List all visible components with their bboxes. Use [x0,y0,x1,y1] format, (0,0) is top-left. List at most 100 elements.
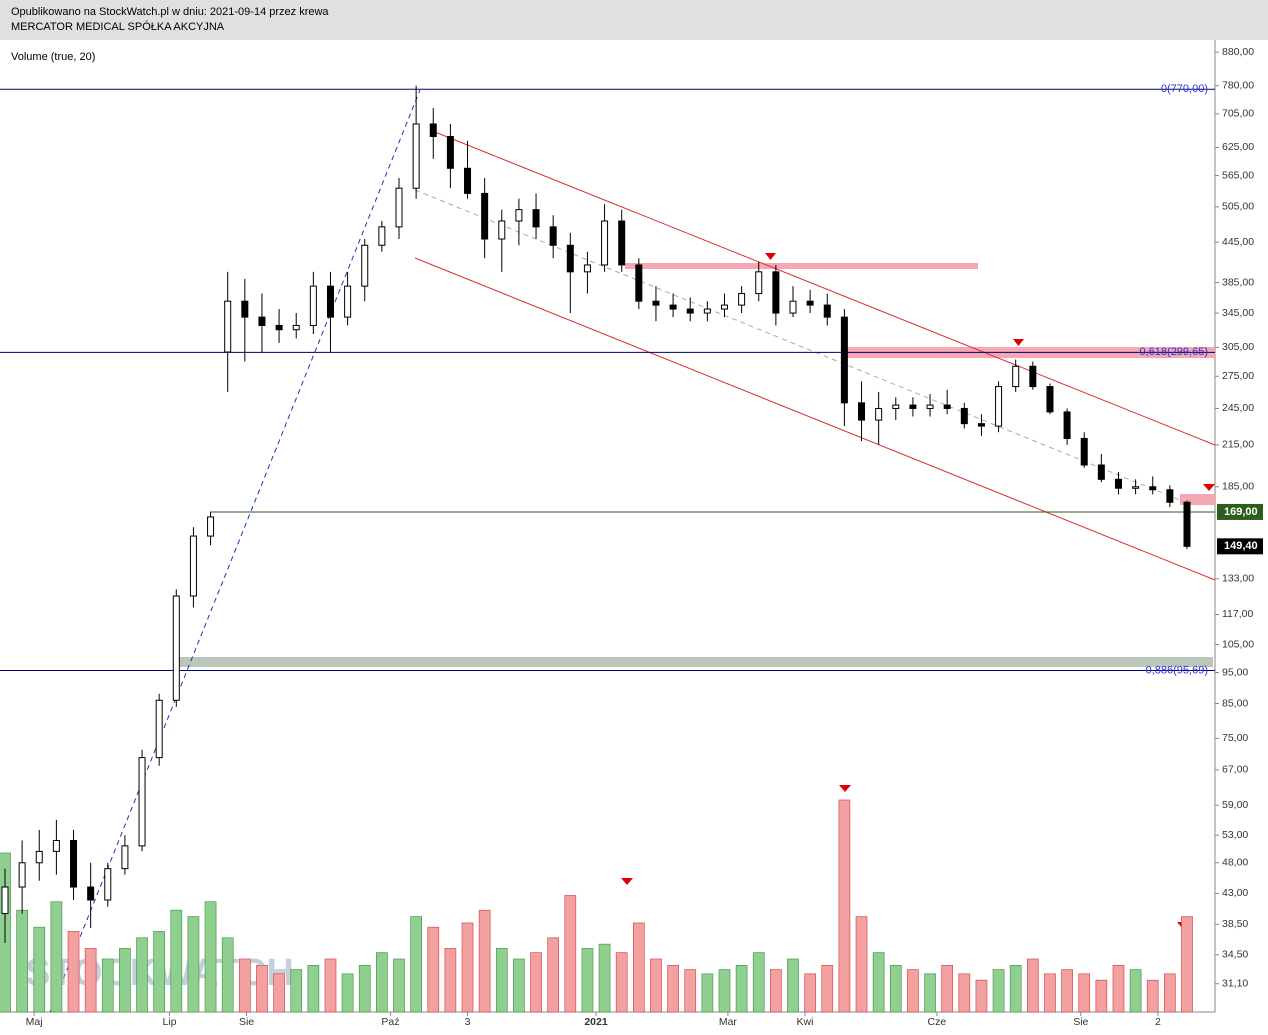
volume-bar [855,916,868,1013]
candle-body [70,839,78,888]
candle-body [361,244,369,287]
volume-bar [770,969,782,1013]
y-tick-label: 38,50 [1222,918,1248,930]
y-tick-label: 880,00 [1222,46,1254,58]
volume-bar [221,937,234,1013]
candle-body [738,293,746,306]
candle-body [1183,501,1191,547]
volume-bar [787,958,799,1013]
y-tick-label: 185,00 [1222,481,1254,493]
y-tick-label: 34,50 [1222,949,1248,961]
volume-bar [581,948,594,1013]
resistance-zone [1180,494,1215,505]
candle-body [703,308,711,314]
candle-body [429,123,437,138]
volume-bar [119,948,131,1013]
y-tick-label: 505,00 [1222,201,1254,213]
candle-body [635,264,643,302]
fib-label: 0,886(95,69) [1146,664,1208,676]
support-zone [175,657,1213,667]
header-band [0,0,1268,40]
candle-body [652,300,660,306]
candle-body [52,839,60,852]
volume-bar [907,969,919,1013]
volume-bar [804,973,816,1013]
candle-body [412,123,420,189]
y-tick-label: 85,00 [1222,697,1248,709]
volume-bar [444,948,457,1013]
y-tick-label: 133,00 [1222,573,1254,585]
price-box [1217,503,1263,520]
candle-body [241,300,249,318]
y-tick-label: 275,00 [1222,370,1254,382]
candle-body [275,324,283,331]
y-tick-label: 305,00 [1222,341,1254,353]
volume-bar [1146,979,1159,1013]
volume-bar [872,952,885,1013]
candle-body [720,304,728,310]
volume-bar [410,916,422,1013]
candle-body [532,209,540,228]
x-tick-label: Cze [928,1016,947,1028]
volume-bar [958,973,971,1013]
y-tick-label: 245,00 [1222,402,1254,414]
candle-body [207,516,215,537]
volume-bar [33,926,46,1013]
volume-bar [547,937,560,1013]
y-tick-label: 75,00 [1222,732,1248,744]
resistance-zone [625,263,978,269]
volume-bar [838,799,851,1013]
volume-bar [1129,969,1142,1013]
indicator-label: Volume (true, 20) [11,51,95,63]
y-tick-label: 67,00 [1222,764,1248,776]
candle-body [1046,386,1054,413]
volume-bar [1044,973,1056,1013]
candle-body [189,535,197,597]
candle-body [464,167,472,194]
candle-body [155,699,163,759]
candle-body [172,595,180,701]
candle-body [960,407,968,425]
candle-body [618,220,626,266]
volume-bar [615,952,628,1013]
price-box [1217,538,1263,555]
volume-bar [1061,969,1073,1013]
volume-bar [256,965,268,1013]
candle-body [1,886,9,915]
y-tick-label: 59,00 [1222,799,1248,811]
candle-body [481,192,489,240]
candle-body [1114,478,1122,489]
candle-body [892,404,900,409]
volume-bar [324,958,337,1013]
volume-bar [461,922,474,1013]
volume-bar [50,901,63,1013]
y-tick-label: 625,00 [1222,141,1254,153]
volume-bar [136,937,148,1013]
candle-body [344,285,352,318]
fib-line [49,89,421,1013]
candle-body [104,868,112,901]
candle-body [772,271,780,314]
volume-bar [632,922,645,1013]
volume-bar [238,958,251,1013]
candle-body [995,386,1003,427]
volume-bar [667,965,679,1013]
candle-body [18,862,26,888]
volume-bar [84,948,97,1013]
candle-body [926,404,934,409]
candle-body [309,285,317,326]
volume-bar [564,895,577,1013]
volume-bar [684,969,697,1013]
candle-body [755,271,763,295]
candle-body [977,423,985,427]
y-tick-label: 780,00 [1222,79,1254,91]
y-tick-label: 705,00 [1222,108,1254,120]
candle-body [686,308,694,314]
volume-bar [889,965,902,1013]
price-label: 149,40 [1224,540,1258,552]
volume-bar [718,969,731,1013]
volume-bar [1095,979,1108,1013]
candle-body [395,187,403,228]
candle-body [601,220,609,266]
